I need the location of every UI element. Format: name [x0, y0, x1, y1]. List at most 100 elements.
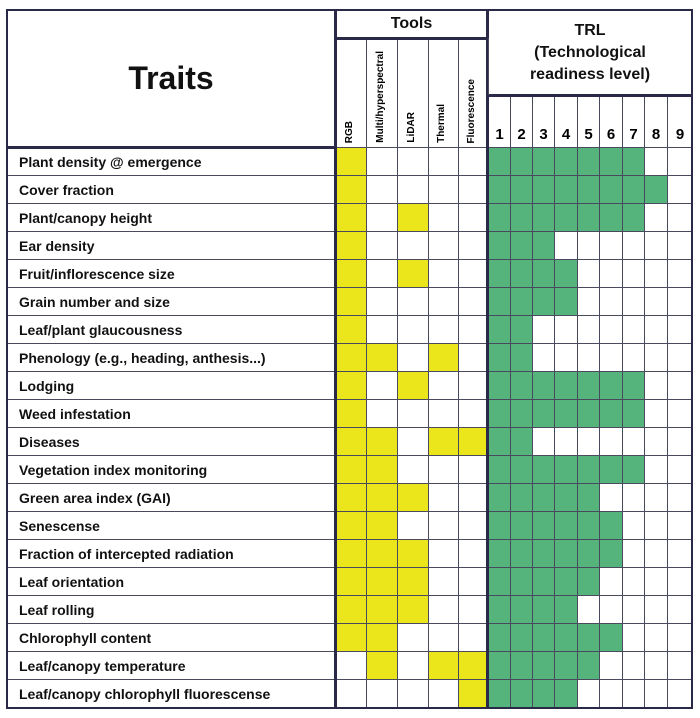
trl-cell-empty [667, 483, 693, 512]
trl-cell-empty [599, 427, 623, 456]
trl-cell-filled [577, 455, 600, 484]
trl-cell-filled [510, 343, 533, 372]
tool-cell-used [335, 315, 367, 344]
trl-cell-empty [667, 287, 693, 316]
tool-cell-empty [428, 371, 459, 400]
tool-cell-empty [397, 427, 429, 456]
tool-cell-used [458, 679, 489, 708]
trl-cell-empty [577, 259, 600, 288]
trl-cell-empty [577, 595, 600, 624]
trl-cell-filled [622, 203, 645, 232]
trl-cell-filled [599, 539, 623, 568]
tool-cell-empty [458, 595, 489, 624]
trl-cell-filled [488, 203, 511, 232]
trl-cell-empty [667, 175, 693, 204]
tool-cell-empty [366, 231, 398, 260]
tool-cell-empty [458, 147, 489, 176]
trl-cell-filled [510, 371, 533, 400]
trl-level-header: 4 [554, 95, 578, 148]
tool-cell-empty [458, 343, 489, 372]
trl-cell-filled [599, 203, 623, 232]
traits-title: Traits [128, 60, 214, 96]
tool-cell-empty [366, 259, 398, 288]
trl-subtitle-line1: (Technological [534, 43, 646, 61]
trl-cell-filled [554, 539, 578, 568]
trl-cell-filled [622, 371, 645, 400]
trl-cell-filled [510, 399, 533, 428]
trl-cell-empty [577, 343, 600, 372]
trl-cell-filled [510, 651, 533, 680]
tool-header-multi-hyperspectral: Multi/hyperspectral [366, 38, 398, 148]
trl-cell-empty [644, 203, 668, 232]
tool-header-lidar: LiDAR [397, 38, 429, 148]
trl-cell-empty [644, 147, 668, 176]
trl-cell-filled [532, 679, 555, 708]
trl-level-label: 6 [606, 126, 616, 143]
trl-cell-filled [510, 679, 533, 708]
trl-level-label: 5 [584, 126, 593, 143]
tool-cell-empty [458, 175, 489, 204]
trl-cell-filled [488, 539, 511, 568]
trait-row-label: Plant/canopy height [6, 203, 336, 232]
trl-cell-empty [599, 483, 623, 512]
tool-cell-empty [397, 343, 429, 372]
trl-level-header: 6 [599, 95, 623, 148]
tool-cell-used [335, 427, 367, 456]
trait-row-label: Leaf/plant glaucousness [6, 315, 336, 344]
tool-cell-used [428, 427, 459, 456]
tool-cell-empty [366, 399, 398, 428]
tool-cell-used [366, 343, 398, 372]
trl-cell-filled [599, 371, 623, 400]
trl-cell-filled [622, 147, 645, 176]
trl-cell-filled [599, 175, 623, 204]
tool-cell-used [335, 623, 367, 652]
tool-cell-used [335, 539, 367, 568]
trl-cell-empty [667, 539, 693, 568]
tool-cell-used [397, 203, 429, 232]
trl-cell-filled [644, 175, 668, 204]
trl-cell-empty [667, 315, 693, 344]
trl-cell-filled [532, 595, 555, 624]
trl-cell-filled [510, 147, 533, 176]
trl-cell-filled [532, 567, 555, 596]
trl-cell-filled [554, 595, 578, 624]
tool-cell-empty [428, 203, 459, 232]
tool-cell-used [335, 511, 367, 540]
trl-cell-filled [510, 539, 533, 568]
trl-cell-filled [554, 287, 578, 316]
trl-cell-empty [667, 623, 693, 652]
trl-level-label: 2 [517, 126, 526, 143]
trl-cell-empty [644, 511, 668, 540]
tool-cell-used [397, 259, 429, 288]
trl-level-label: 8 [651, 126, 661, 143]
trl-cell-empty [667, 567, 693, 596]
tool-cell-empty [428, 511, 459, 540]
tool-cell-empty [397, 147, 429, 176]
tool-cell-used [366, 511, 398, 540]
trl-cell-empty [577, 287, 600, 316]
tool-cell-empty [335, 651, 367, 680]
tool-cell-empty [397, 231, 429, 260]
trl-cell-filled [577, 175, 600, 204]
trl-cell-empty [667, 651, 693, 680]
trl-cell-filled [622, 455, 645, 484]
trl-level-header: 9 [667, 95, 693, 148]
tool-cell-empty [366, 147, 398, 176]
tool-cell-empty [458, 483, 489, 512]
trl-cell-filled [510, 483, 533, 512]
trl-cell-filled [577, 539, 600, 568]
trl-cell-filled [554, 651, 578, 680]
trl-cell-empty [644, 539, 668, 568]
tool-label: Multi/hyperspectral [375, 51, 386, 143]
trl-cell-filled [554, 623, 578, 652]
trl-cell-empty [667, 371, 693, 400]
tool-cell-empty [458, 315, 489, 344]
trl-cell-empty [554, 427, 578, 456]
tool-cell-empty [366, 287, 398, 316]
trl-cell-empty [644, 259, 668, 288]
tool-cell-empty [458, 455, 489, 484]
tool-cell-used [335, 175, 367, 204]
trl-cell-filled [488, 595, 511, 624]
trl-level-label: 9 [675, 126, 685, 143]
tool-cell-used [458, 651, 489, 680]
